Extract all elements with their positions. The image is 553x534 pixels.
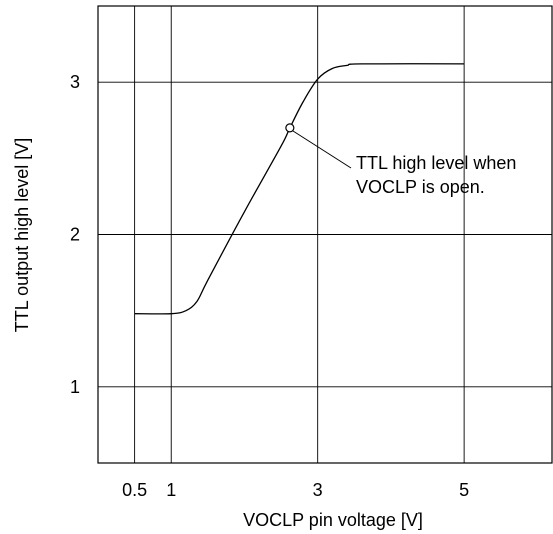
y-tick-label-2: 3 xyxy=(70,72,80,92)
y-tick-label-1: 2 xyxy=(70,225,80,245)
grid-lines xyxy=(98,6,552,463)
annotation-marker xyxy=(285,123,295,133)
y-tick-label-0: 1 xyxy=(70,377,80,397)
x-tick-labels: 0.5 1 3 5 xyxy=(122,480,469,500)
x-tick-label-2: 3 xyxy=(313,480,323,500)
x-tick-label-1: 1 xyxy=(166,480,176,500)
x-tick-label-3: 5 xyxy=(459,480,469,500)
annotation-text-line-1: TTL high level when xyxy=(356,153,516,173)
y-axis-label: TTL output high level [V] xyxy=(12,138,32,332)
y-tick-labels: 1 2 3 xyxy=(70,72,80,397)
x-axis-label: VOCLP pin voltage [V] xyxy=(243,510,423,530)
plot-frame xyxy=(97,5,553,464)
series-line xyxy=(134,63,465,315)
annotation-text-line-2: VOCLP is open. xyxy=(356,177,485,197)
x-tick-label-0: 0.5 xyxy=(122,480,147,500)
annotation-leader-line xyxy=(292,130,352,169)
